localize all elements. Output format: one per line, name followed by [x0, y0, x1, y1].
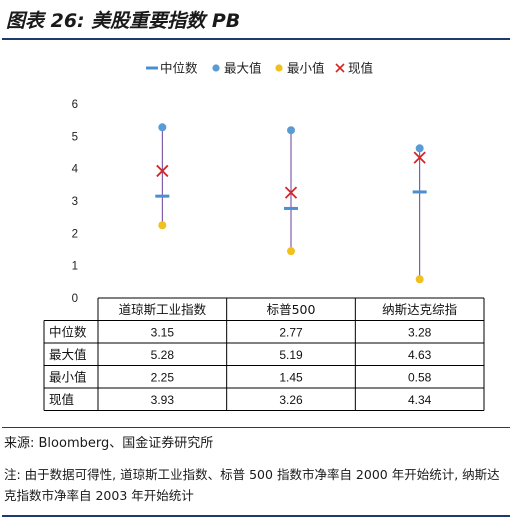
max-point — [415, 144, 424, 153]
table-cell: 3.28 — [408, 326, 432, 340]
median-marker — [284, 206, 298, 210]
current-marker — [156, 164, 169, 178]
max-point — [287, 126, 295, 135]
min-point — [415, 275, 424, 284]
legend-label: 中位数 — [160, 61, 198, 76]
current-marker — [284, 186, 298, 199]
table-cell: 3.93 — [151, 393, 175, 407]
y-tick-label: 5 — [72, 131, 78, 143]
table-row-label: 最大值 — [49, 347, 87, 362]
table-row-label: 最小值 — [49, 370, 87, 385]
y-tick-label: 2 — [72, 228, 78, 240]
y-tick-label: 6 — [72, 99, 78, 111]
legend-label: 最大值 — [224, 61, 262, 76]
table-cell: 4.34 — [408, 393, 432, 407]
footnote-text: 注: 由于数据可得性, 道琼斯工业指数、标普 500 指数市净率自 2000 年… — [4, 467, 500, 503]
table-cell: 0.58 — [408, 371, 432, 385]
max-point — [158, 123, 167, 132]
legend-marker-min — [275, 64, 283, 72]
table-cell: 1.45 — [279, 371, 303, 385]
legend-label: 最小值 — [287, 61, 325, 76]
table-cell: 3.15 — [151, 326, 175, 340]
min-point — [158, 221, 167, 230]
x-category-label: 纳斯达克综指 — [382, 302, 457, 317]
table-cell: 2.77 — [279, 326, 303, 340]
table-cell: 2.25 — [151, 371, 175, 385]
bottom-rule — [2, 515, 510, 517]
min-point — [287, 247, 295, 256]
table-row-label: 现值 — [49, 392, 74, 407]
table-cell: 4.63 — [408, 348, 432, 362]
legend-marker-max — [212, 64, 220, 72]
legend-marker-current — [335, 63, 345, 73]
y-tick-label: 3 — [72, 196, 78, 208]
source-rule — [2, 427, 510, 428]
median-marker — [155, 194, 170, 198]
legend-marker-median — [146, 66, 158, 70]
x-category-label: 道琼斯工业指数 — [119, 302, 207, 317]
legend-label: 现值 — [348, 61, 373, 76]
table-cell: 3.26 — [279, 393, 303, 407]
figure-header: 图表 26: 美股重要指数 PB — [0, 0, 512, 40]
y-tick-label: 4 — [72, 164, 79, 176]
y-tick-label: 0 — [72, 293, 78, 305]
x-category-label: 标普500 — [267, 302, 316, 317]
table-cell: 5.19 — [279, 348, 303, 362]
y-tick-label: 1 — [72, 261, 78, 273]
title-rule — [2, 38, 510, 40]
current-marker — [413, 151, 426, 164]
figure-title: 图表 26: 美股重要指数 PB — [6, 10, 241, 32]
source-text: 来源: Bloomberg、国金证券研究所 — [4, 436, 214, 451]
table-row-label: 中位数 — [49, 325, 87, 340]
table-cell: 5.28 — [151, 348, 175, 362]
median-marker — [412, 190, 427, 194]
